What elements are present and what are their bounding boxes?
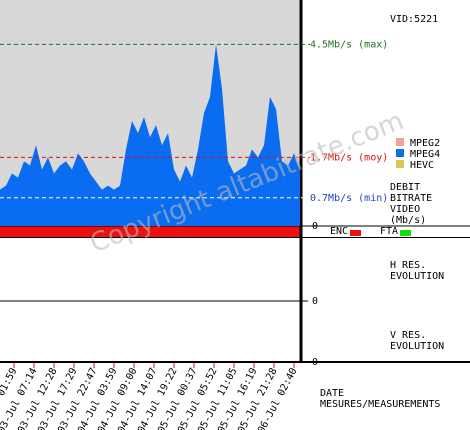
x-axis-label: MESURES/MEASUREMENTS xyxy=(320,399,440,410)
enc-bar xyxy=(0,226,301,237)
legend-label: MPEG2 xyxy=(410,138,440,149)
legend-swatch xyxy=(396,149,404,157)
x-axis-label: DATE xyxy=(320,388,344,399)
enc-swatch xyxy=(350,230,361,236)
tick-label: 0 xyxy=(312,357,318,368)
legend-label: MPEG4 xyxy=(410,149,440,160)
y-axis-label: (Mb/s) xyxy=(390,215,426,226)
section-label: EVOLUTION xyxy=(390,341,444,352)
y-tick-label: 0 xyxy=(312,221,318,232)
legend-swatch xyxy=(396,138,404,146)
reference-label: 1.7Mb/s (moy) xyxy=(310,152,388,163)
section-label: V RES. xyxy=(390,330,426,341)
enc-label: ENC xyxy=(330,226,348,237)
reference-label: 0.7Mb/s (min) xyxy=(310,193,388,204)
legend-label: HEVC xyxy=(410,160,434,171)
bitrate-area xyxy=(0,44,300,227)
tick-label: 0 xyxy=(312,296,318,307)
legend-swatch xyxy=(396,160,404,168)
fta-label: FTA xyxy=(380,226,398,237)
y-axis-label: DEBIT xyxy=(390,182,420,193)
y-axis-label: BITRATE xyxy=(390,193,432,204)
fta-swatch xyxy=(400,230,411,236)
y-axis-label: VIDEO xyxy=(390,204,420,215)
id-label: VID:5221 xyxy=(390,14,438,25)
section-label: EVOLUTION xyxy=(390,271,444,282)
section-label: H RES. xyxy=(390,260,426,271)
reference-label: 4.5Mb/s (max) xyxy=(310,39,388,50)
